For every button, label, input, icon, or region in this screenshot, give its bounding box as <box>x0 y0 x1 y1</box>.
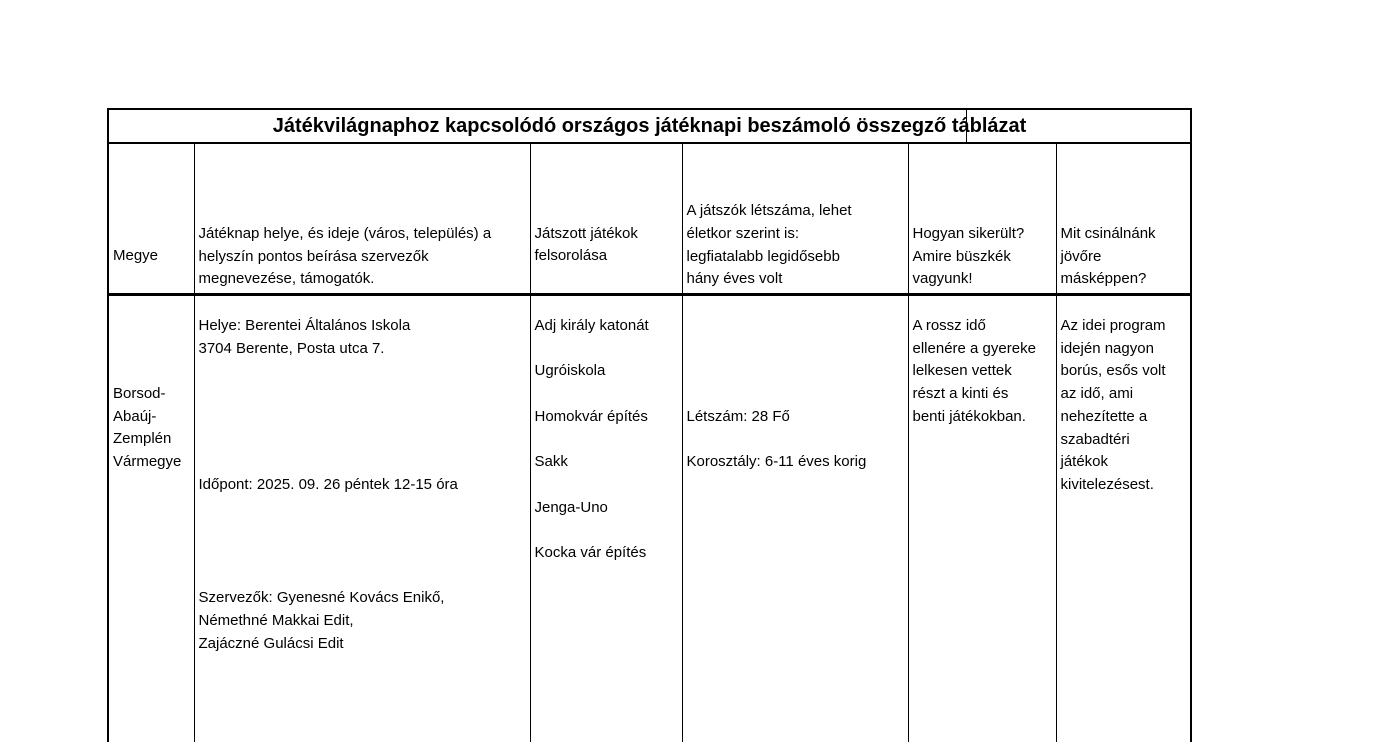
table-title-cell: Játékvilágnaphoz kapcsolódó országos ját… <box>107 108 1192 144</box>
header-cell-jatekok: Játszott játékok felsorolása <box>529 142 683 296</box>
header-cell-megye: Megye <box>107 142 195 296</box>
cell-jatekok: Adj király katonát Ugróiskola Homokvár é… <box>529 294 683 742</box>
header-row: Megye Játéknap helye, és ideje (város, t… <box>107 142 1192 296</box>
title-row: Játékvilágnaphoz kapcsolódó országos ját… <box>107 108 1192 144</box>
header-cell-siker: Hogyan sikerült? Amire büszkék vagyunk! <box>907 142 1057 296</box>
report-summary-table: Játékvilágnaphoz kapcsolódó országos ját… <box>107 108 1193 742</box>
header-cell-letszam: A játszók létszáma, lehet életkor szerin… <box>681 142 909 296</box>
title-row-divider <box>966 110 967 141</box>
cell-letszam: Létszám: 28 Fő Korosztály: 6-11 éves kor… <box>681 294 909 742</box>
table-row: Borsod- Abaúj- Zemplén Vármegye Helye: B… <box>107 294 1192 742</box>
header-cell-jovore: Mit csinálnánk jövőre másképpen? <box>1055 142 1192 296</box>
table-title: Játékvilágnaphoz kapcsolódó országos ját… <box>272 114 1027 137</box>
cell-jovore: Az idei program idején nagyon borús, eső… <box>1055 294 1192 742</box>
cell-siker: A rossz idő ellenére a gyereke lelkesen … <box>907 294 1057 742</box>
header-cell-helyszin: Játéknap helye, és ideje (város, települ… <box>193 142 531 296</box>
cell-megye: Borsod- Abaúj- Zemplén Vármegye <box>107 294 195 742</box>
cell-helyszin: Helye: Berentei Általános Iskola 3704 Be… <box>193 294 531 742</box>
